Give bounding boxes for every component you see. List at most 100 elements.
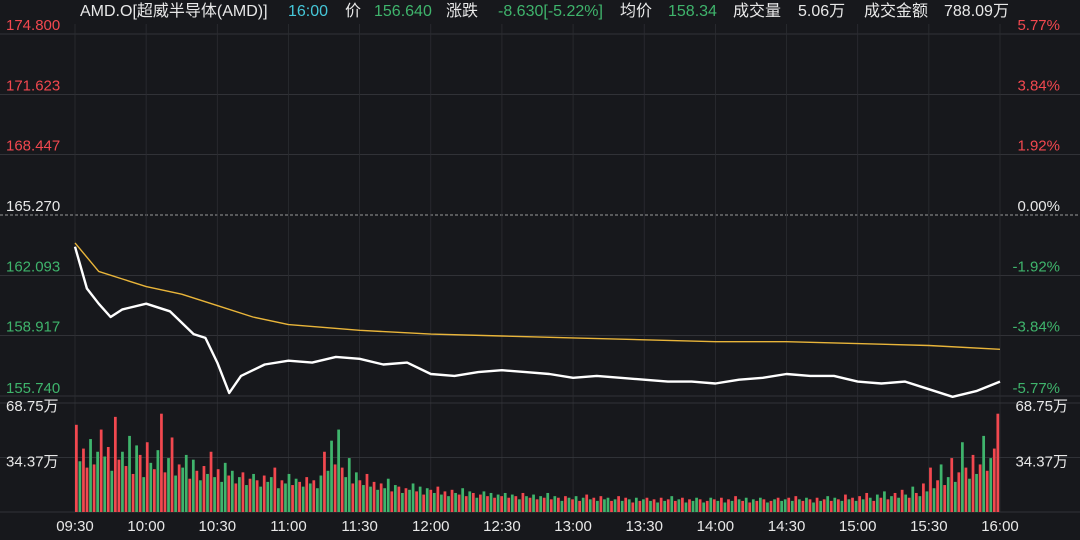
volume-bar (195, 470, 199, 512)
volume-bar (858, 496, 861, 512)
x-tick-label: 13:00 (554, 518, 592, 535)
volume-bar (844, 494, 847, 512)
volume-bar (808, 499, 812, 512)
volume-bar (493, 497, 496, 512)
y-tick-label-right: 1.92% (1017, 138, 1060, 155)
volume-bar (482, 491, 486, 512)
volume-bar (99, 429, 103, 512)
volume-bar (78, 461, 82, 512)
volume-bar (985, 470, 989, 512)
volume-bar (638, 500, 642, 512)
volume-bar (450, 489, 454, 512)
stock-name: AMD.O[超威半导体(AMD)] (80, 3, 268, 20)
volume-bar (588, 499, 592, 512)
volume-bar (585, 494, 589, 512)
volume-bar (475, 497, 479, 512)
volume-bar (75, 424, 78, 512)
quote-time: 16:00 (288, 3, 329, 20)
x-tick-label: 15:30 (910, 518, 948, 535)
volume-bar (234, 483, 238, 512)
volume-bar (595, 500, 599, 512)
x-tick-label: 10:00 (127, 518, 165, 535)
x-tick-label: 12:00 (412, 518, 450, 535)
volume-bar (291, 485, 294, 512)
volume-bar (691, 500, 695, 512)
volume-bar (425, 488, 429, 512)
x-tick-label: 16:00 (981, 518, 1019, 535)
volume-bar (751, 499, 755, 512)
volume-bar (206, 473, 209, 512)
x-tick-label: 10:30 (199, 518, 237, 535)
volume-bar (199, 480, 202, 512)
volume-bar (227, 475, 231, 512)
volume-bar (762, 499, 766, 512)
volume-bar (468, 491, 472, 512)
quote-header: AMD.O[超威半导体(AMD)] 16:00 价 156.640 涨跌 -8.… (0, 0, 1080, 26)
volume-bar (886, 499, 890, 512)
volume-bar (840, 500, 844, 512)
volume-bar (982, 435, 986, 512)
volume-bar (961, 442, 964, 512)
volume-bar (684, 502, 688, 512)
volume-bar (833, 497, 837, 512)
x-tick-label: 15:00 (839, 518, 877, 535)
volume-bar (922, 483, 925, 512)
volume-bar (525, 496, 528, 512)
volume-bar (571, 499, 574, 512)
volume-bar (301, 486, 305, 512)
volume-bar (861, 499, 865, 512)
volume-bar (698, 499, 702, 512)
volume-bar (677, 499, 681, 512)
volume-bar (518, 499, 521, 512)
volume-bar (471, 492, 475, 512)
volume-bar (780, 500, 784, 512)
volume-bar (879, 497, 883, 512)
change-label: 涨跌 (446, 3, 479, 20)
volume-bar (507, 497, 511, 512)
volume-bar (326, 470, 330, 512)
volume-bar (911, 486, 915, 512)
volume-bar (429, 489, 433, 512)
volume-bar (766, 502, 769, 512)
volume-bar (358, 480, 362, 512)
volume-bar (918, 496, 922, 512)
volume-bar (688, 499, 691, 512)
volume-bar (900, 489, 904, 512)
volume-bar (82, 448, 85, 512)
volume-bar (904, 494, 908, 512)
volume-bar (308, 483, 312, 512)
volume-bar (776, 497, 780, 512)
volume-bar (854, 500, 858, 512)
volume-bar (344, 477, 348, 512)
volume-bar (408, 489, 411, 512)
volume-bar (503, 492, 507, 512)
volume-bar (383, 488, 387, 512)
volume-bar (649, 500, 652, 512)
volume-bar (574, 496, 578, 512)
volume-bar (92, 464, 96, 512)
y-tick-label-left: 155.740 (6, 380, 60, 397)
volume-bar (673, 500, 677, 512)
volume-value: 5.06万 (798, 3, 846, 20)
volume-bar (372, 481, 376, 512)
volume-bar (248, 478, 252, 512)
volume-bar (656, 502, 659, 512)
volume-bar (790, 500, 794, 512)
volume-bar (255, 480, 259, 512)
volume-bar (273, 467, 277, 512)
volume-bar (936, 480, 939, 512)
volume-bar (510, 494, 514, 512)
volume-bar (500, 496, 504, 512)
x-tick-label: 12:30 (483, 518, 521, 535)
price-line-group (73, 246, 1001, 398)
volume-bar (592, 497, 596, 512)
volume-bar (131, 473, 135, 512)
volume-bar (393, 485, 397, 512)
volume-bar (610, 500, 613, 512)
y-tick-label-left: 171.623 (6, 77, 60, 94)
volume-bar (277, 488, 280, 512)
volume-bar (755, 500, 759, 512)
volume-bar (514, 496, 518, 512)
volume-bar (411, 483, 415, 512)
